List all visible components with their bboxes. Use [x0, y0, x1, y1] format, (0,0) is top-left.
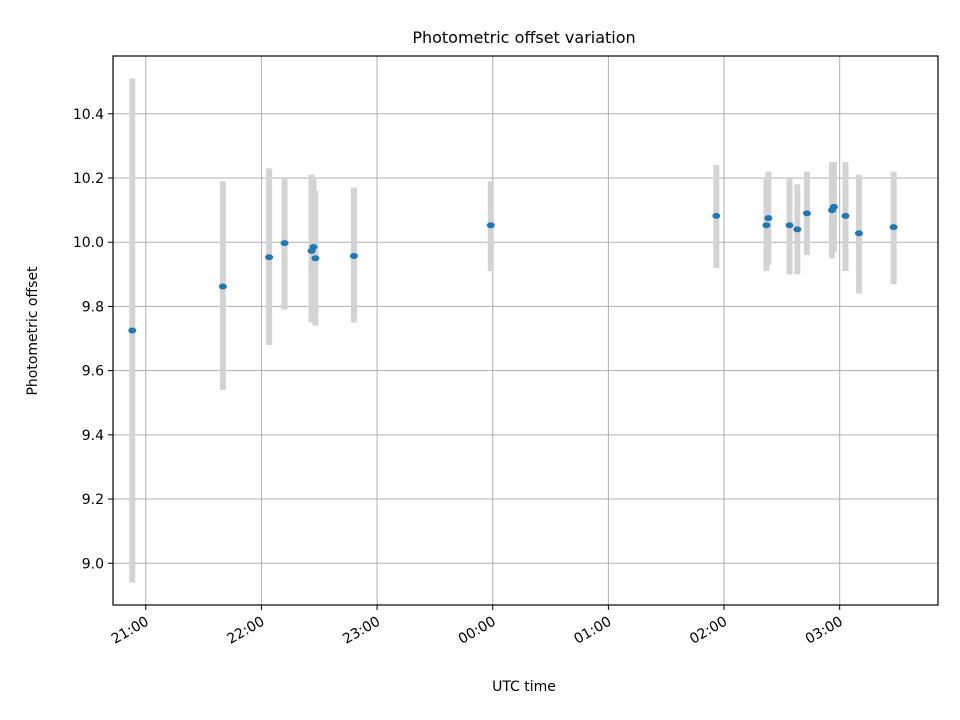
y-tick-label: 9.4	[82, 428, 104, 444]
data-point	[349, 253, 358, 260]
data-point	[854, 230, 863, 237]
data-point	[889, 224, 898, 231]
data-point	[486, 222, 495, 229]
y-tick-label: 10.4	[73, 107, 104, 123]
x-tick-label: 23:00	[340, 614, 383, 648]
y-tick-label: 9.2	[82, 492, 104, 508]
data-point	[764, 215, 773, 222]
errorbars	[129, 78, 897, 583]
y-axis-label: Photometric offset	[25, 266, 41, 396]
x-axis-ticks: 21:00 22:00 23:00 00:00 01:00 02:00 03:00	[109, 605, 846, 648]
grid	[113, 56, 938, 605]
x-tick-label: 01:00	[571, 614, 614, 648]
data-points	[128, 203, 898, 334]
data-point	[128, 327, 137, 334]
data-point	[762, 222, 771, 229]
data-point	[712, 212, 721, 219]
data-point	[829, 203, 838, 210]
data-point	[311, 255, 320, 262]
data-point	[265, 254, 274, 261]
y-tick-label: 9.0	[82, 556, 104, 572]
data-point	[802, 210, 811, 217]
data-point	[793, 226, 802, 233]
data-point	[841, 212, 850, 219]
x-axis-label: UTC time	[492, 679, 556, 695]
y-axis-ticks: 9.0 9.2 9.4 9.6 9.8 10.0 10.2 10.4	[73, 107, 113, 572]
y-tick-label: 9.8	[82, 299, 104, 315]
plot-frame	[112, 55, 939, 606]
y-tick-label: 10.2	[73, 171, 104, 187]
x-tick-label: 02:00	[687, 614, 730, 648]
data-point	[280, 240, 289, 247]
data-point	[218, 283, 227, 290]
x-tick-label: 03:00	[803, 614, 846, 648]
x-tick-label: 21:00	[109, 614, 152, 648]
chart-title: Photometric offset variation	[412, 28, 635, 47]
x-tick-label: 22:00	[224, 614, 267, 648]
y-tick-label: 10.0	[73, 235, 104, 251]
y-tick-label: 9.6	[82, 364, 104, 380]
data-point	[785, 222, 794, 229]
x-tick-label: 00:00	[456, 614, 499, 648]
data-point	[309, 244, 318, 251]
